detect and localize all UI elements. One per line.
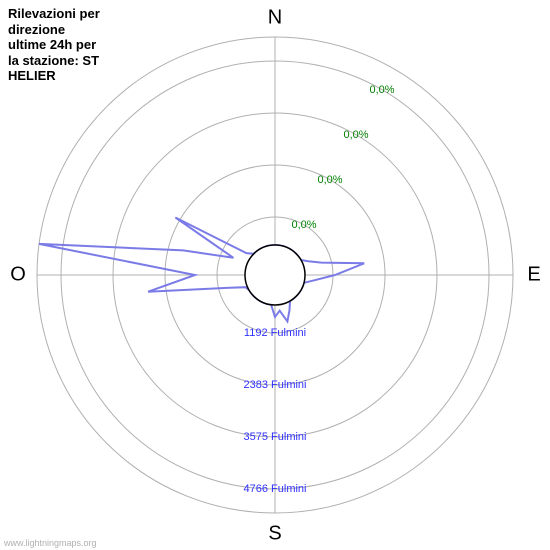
chart-title: Rilevazioni per direzione ultime 24h per…	[8, 6, 100, 84]
ring-label: 4766 Fulmini	[244, 483, 307, 495]
pct-label: 0,0%	[291, 219, 316, 231]
ring-label: 3575 Fulmini	[244, 431, 307, 443]
pct-label: 0,0%	[369, 84, 394, 96]
pct-label: 0,0%	[317, 174, 342, 186]
cardinal-s: S	[268, 523, 281, 546]
footer-credit: www.lightningmaps.org	[4, 538, 97, 548]
cardinal-o: O	[10, 264, 26, 287]
cardinal-e: E	[527, 264, 540, 287]
ring-label: 2383 Fulmini	[244, 379, 307, 391]
cardinal-n: N	[268, 7, 282, 30]
pct-label: 0,0%	[343, 129, 368, 141]
ring-label: 1192 Fulmini	[244, 327, 306, 339]
